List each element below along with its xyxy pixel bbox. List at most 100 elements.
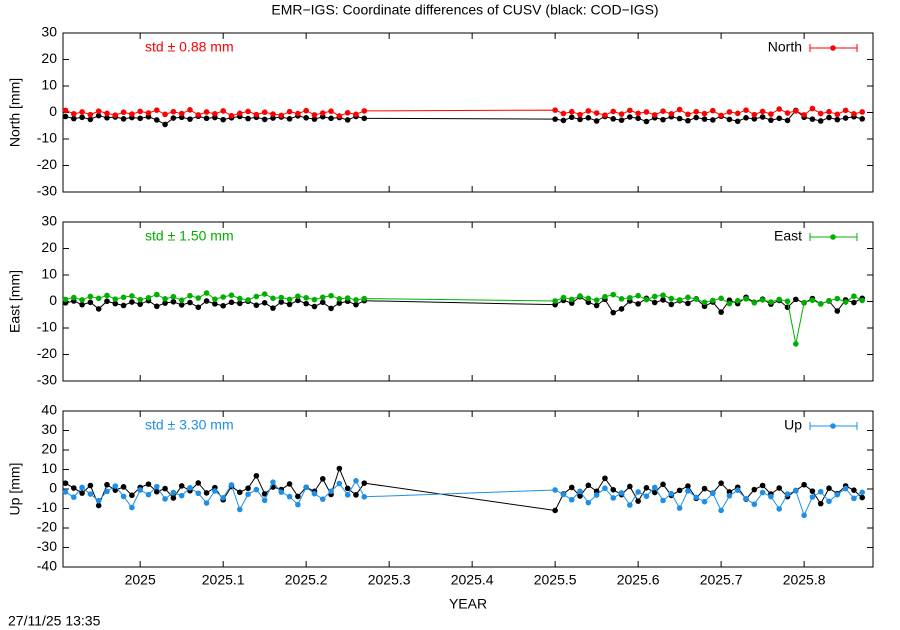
- data-point: [726, 300, 733, 307]
- data-point: [718, 480, 724, 486]
- data-point: [303, 484, 309, 491]
- y-tick-label: -30: [37, 183, 57, 199]
- data-point: [610, 108, 617, 115]
- data-point: [344, 295, 351, 301]
- data-point: [585, 115, 592, 121]
- series-line: [65, 479, 863, 517]
- data-point: [701, 485, 708, 492]
- y-tick-label: 30: [41, 421, 57, 437]
- data-point: [552, 298, 558, 304]
- data-point: [278, 489, 285, 495]
- data-point: [726, 109, 733, 115]
- data-point: [220, 302, 226, 309]
- data-point: [751, 111, 758, 118]
- data-point: [743, 495, 749, 502]
- data-point: [311, 112, 318, 118]
- data-point: [95, 112, 102, 119]
- data-point: [137, 115, 143, 122]
- data-point: [676, 106, 683, 113]
- data-point: [635, 489, 641, 495]
- data-point: [245, 108, 251, 115]
- data-point: [851, 495, 857, 502]
- data-point: [710, 107, 716, 114]
- data-point: [817, 110, 824, 117]
- data-point: [311, 303, 318, 310]
- data-point: [170, 489, 177, 496]
- y-tick-label: 20: [41, 50, 57, 66]
- data-point: [62, 107, 69, 114]
- data-point: [361, 295, 368, 302]
- data-point: [286, 481, 293, 487]
- data-point: [112, 296, 119, 302]
- data-point: [577, 111, 583, 118]
- data-point: [311, 116, 318, 122]
- data-point: [62, 296, 69, 303]
- data-point: [104, 298, 110, 305]
- data-point: [295, 501, 301, 508]
- data-point: [236, 295, 243, 302]
- data-point: [112, 112, 119, 118]
- data-point: [245, 491, 251, 498]
- data-point: [585, 299, 592, 306]
- data-point: [759, 482, 766, 489]
- data-point: [768, 111, 774, 117]
- data-point: [627, 294, 633, 301]
- data-point: [212, 296, 218, 302]
- data-point: [270, 295, 276, 302]
- data-point: [228, 299, 235, 306]
- data-point: [245, 297, 251, 303]
- data-point: [668, 490, 675, 497]
- data-point: [809, 297, 816, 303]
- data-point: [726, 489, 733, 495]
- data-point: [79, 109, 85, 115]
- data-point: [187, 292, 193, 299]
- data-point: [95, 497, 102, 504]
- data-point: [610, 486, 617, 493]
- data-point: [336, 113, 343, 119]
- data-point: [751, 501, 758, 508]
- data-point: [560, 117, 567, 124]
- data-point: [319, 476, 326, 482]
- data-point: [319, 299, 326, 306]
- data-point: [676, 487, 683, 494]
- data-point: [203, 490, 210, 496]
- data-point: [560, 294, 567, 301]
- data-point: [270, 111, 276, 117]
- data-point: [212, 301, 218, 307]
- data-point: [685, 294, 691, 301]
- data-point: [751, 486, 758, 493]
- data-point: [651, 484, 658, 491]
- data-point: [701, 110, 708, 117]
- data-point: [751, 116, 758, 122]
- legend-label: North: [768, 39, 802, 55]
- data-point: [162, 296, 168, 302]
- data-point: [162, 496, 168, 502]
- data-point: [120, 302, 127, 309]
- data-point: [776, 506, 783, 512]
- data-point: [776, 296, 783, 303]
- data-point: [253, 111, 260, 118]
- data-point: [286, 301, 293, 308]
- data-point: [593, 492, 600, 498]
- data-point: [79, 301, 85, 308]
- data-point: [660, 297, 666, 303]
- data-point: [344, 109, 351, 116]
- data-point: [734, 297, 741, 304]
- y-tick-label: 0: [49, 292, 57, 308]
- data-point: [187, 299, 193, 306]
- data-point: [776, 106, 783, 112]
- data-point: [826, 498, 832, 505]
- data-point: [801, 299, 807, 306]
- data-point: [328, 292, 334, 299]
- data-point: [361, 115, 368, 122]
- data-point: [261, 497, 268, 504]
- data-point: [353, 492, 359, 498]
- data-point: [627, 107, 633, 114]
- data-point: [593, 302, 600, 309]
- data-point: [685, 111, 691, 118]
- data-point: [834, 116, 841, 123]
- data-point: [245, 485, 251, 492]
- data-point: [319, 496, 326, 502]
- y-tick-label: -20: [37, 519, 57, 535]
- data-point: [809, 116, 816, 122]
